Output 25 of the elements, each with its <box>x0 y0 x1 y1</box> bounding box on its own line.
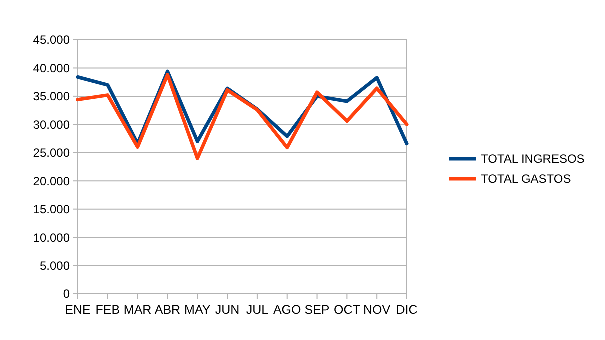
y-tick-label: 5.000 <box>40 258 70 273</box>
y-tick-label: 0 <box>63 287 70 302</box>
y-tick-label: 10.000 <box>33 230 70 245</box>
x-tick-label: MAR <box>124 303 152 317</box>
x-tick-label: ABR <box>154 303 181 317</box>
y-tick-label: 30.000 <box>33 118 70 132</box>
x-tick-label: JUN <box>215 303 240 317</box>
y-tick-label: 40.000 <box>33 61 70 76</box>
x-tick-label: ENE <box>65 303 91 317</box>
y-tick-label: 45.000 <box>33 33 70 48</box>
legend-label: TOTAL GASTOS <box>481 172 572 186</box>
x-tick-label: SEP <box>304 303 330 317</box>
line-series <box>76 73 409 160</box>
y-tick-label: 25.000 <box>33 146 70 160</box>
x-tick-label: FEB <box>96 303 120 317</box>
x-tick-label: JUL <box>246 303 269 317</box>
y-tick-label: 35.000 <box>33 90 70 104</box>
x-tick-label: MAY <box>184 303 212 317</box>
y-tick-label: 20.000 <box>33 174 70 188</box>
x-tick-label: AGO <box>273 303 302 317</box>
y-tick-label: 15.000 <box>33 202 70 217</box>
x-tick-label: NOV <box>364 303 392 317</box>
x-tick-label: DIC <box>396 303 418 317</box>
legend-label: TOTAL INGRESOS <box>481 152 585 166</box>
x-tick-label: OCT <box>334 303 361 317</box>
